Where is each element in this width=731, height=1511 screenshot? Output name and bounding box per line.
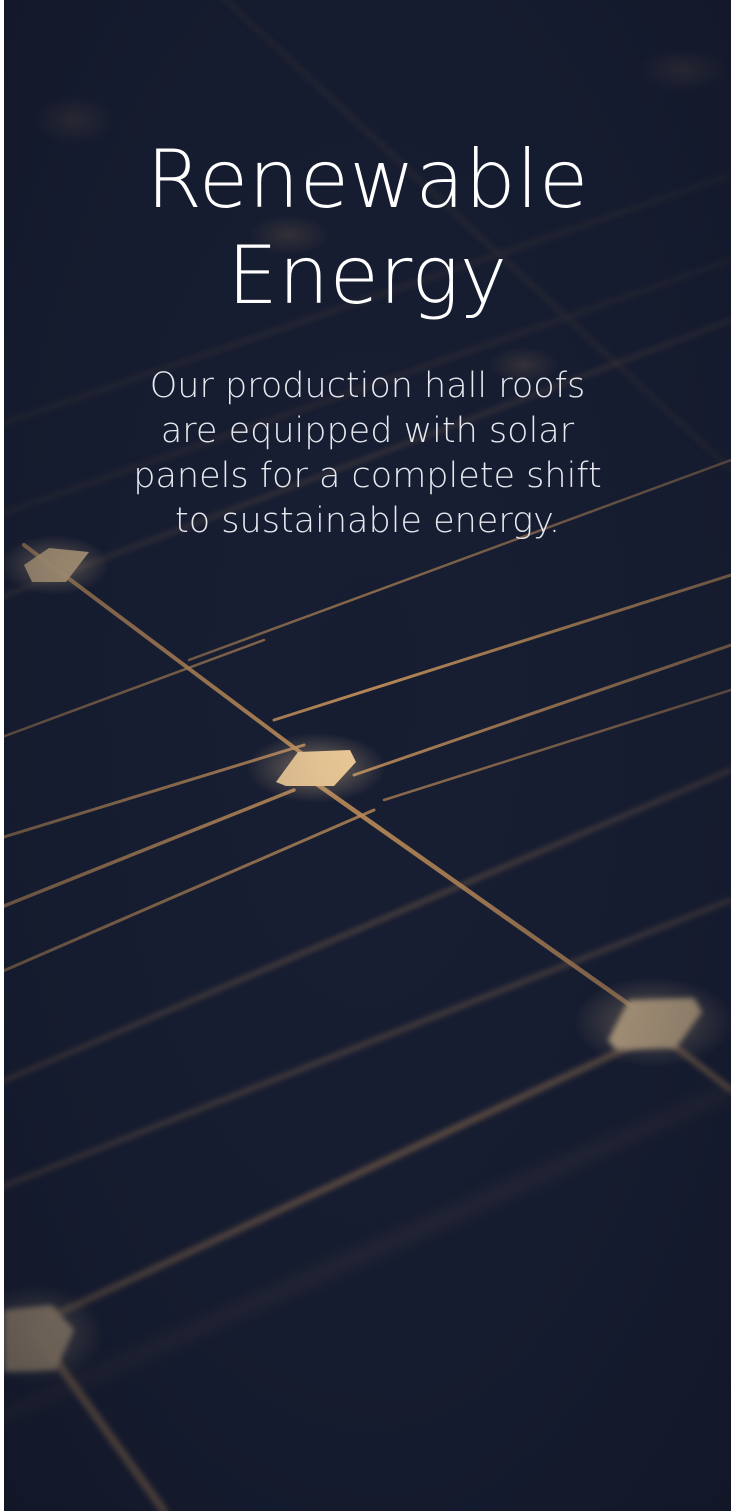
- banner-description: Our production hall roofs are equipped w…: [118, 364, 618, 544]
- banner-description-line: panels for a complete shift: [133, 456, 602, 496]
- banner-title: Renewable Energy: [4, 132, 731, 324]
- solar-panel-background-image: [4, 0, 731, 1511]
- renewable-energy-banner: Renewable Energy Our production hall roo…: [4, 0, 731, 1511]
- banner-title-line: Renewable: [146, 133, 589, 226]
- banner-title-line: Energy: [227, 229, 508, 322]
- banner-description-line: Our production hall roofs: [149, 366, 586, 406]
- banner-description-line: to sustainable energy.: [175, 501, 560, 541]
- banner-description-line: are equipped with solar: [160, 411, 575, 451]
- banner-text-block: Renewable Energy Our production hall roo…: [4, 132, 731, 544]
